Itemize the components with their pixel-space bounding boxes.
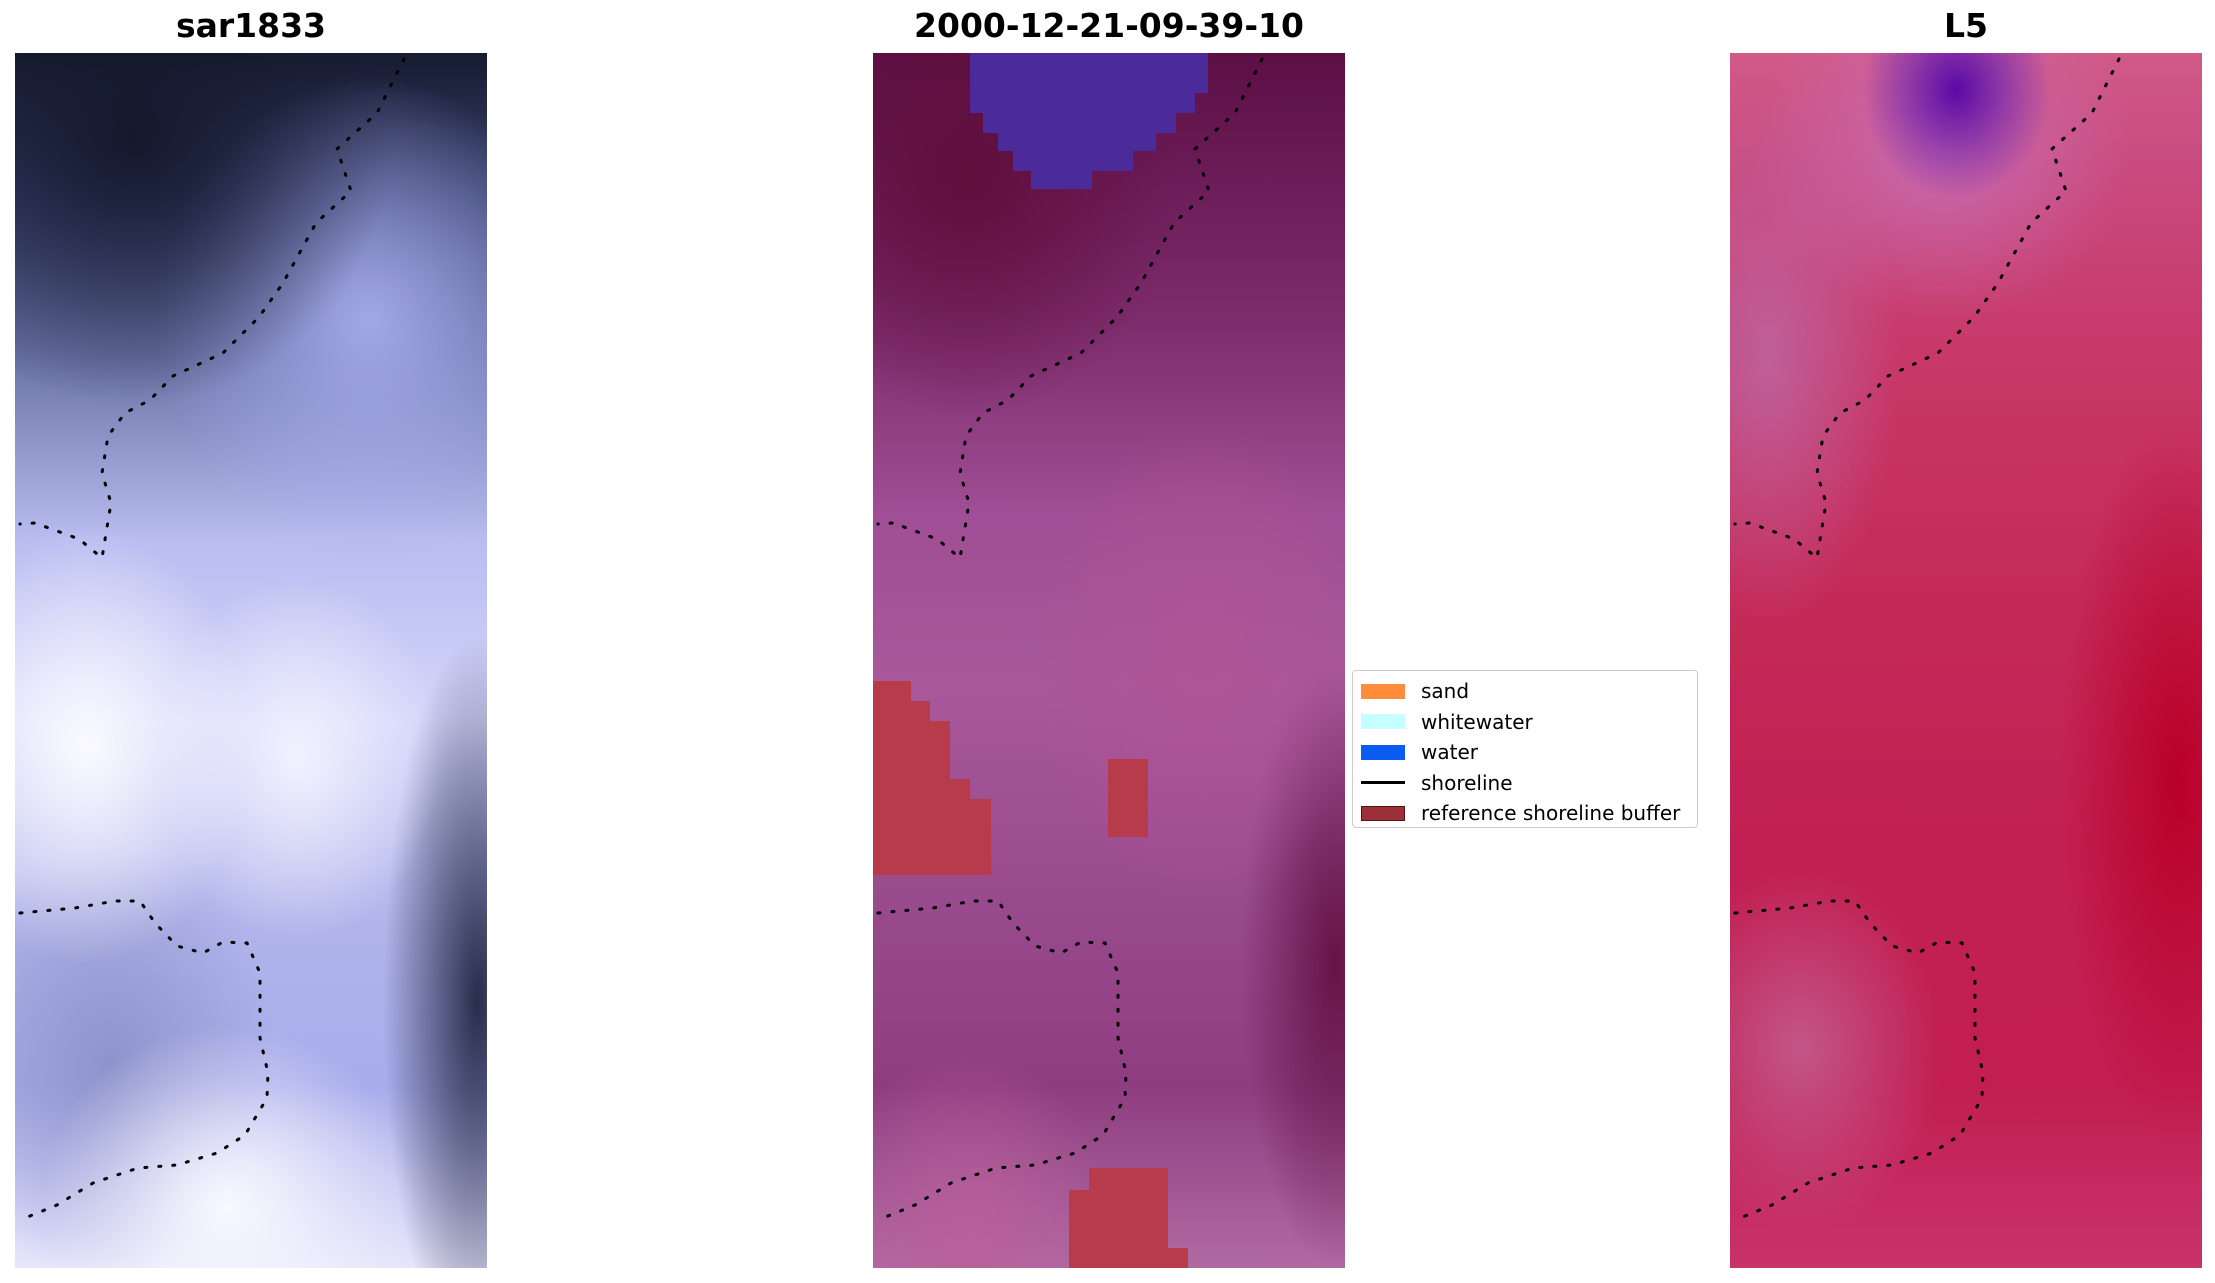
legend-item-sand: sand [1361, 676, 1689, 707]
legend-item-whitewater: whitewater [1361, 707, 1689, 738]
panel-title-date: 2000-12-21-09-39-10 [914, 6, 1304, 45]
legend-swatch-sand [1361, 683, 1405, 699]
buffer-region-left [873, 681, 991, 875]
buffer-region-mid [1108, 759, 1148, 837]
panel-title-sar: sar1833 [175, 6, 327, 45]
legend-swatch-whitewater [1361, 714, 1405, 730]
legend-line-shoreline [1361, 781, 1405, 785]
l5-image [1730, 53, 2202, 1268]
legend-item-water: water [1361, 737, 1689, 768]
legend-item-shoreline: shoreline [1361, 768, 1689, 799]
class-purple-region [970, 53, 1208, 189]
classification-overlay [873, 53, 1264, 1268]
legend-label: shoreline [1421, 770, 1513, 795]
legend-swatch-buffer [1361, 805, 1405, 821]
classification-panel [873, 53, 1345, 1268]
legend-label: water [1421, 740, 1478, 765]
legend-label: whitewater [1421, 709, 1533, 734]
legend-label: reference shoreline buffer [1421, 801, 1681, 826]
legend-label: sand [1421, 679, 1470, 704]
sar-image [15, 53, 487, 1268]
legend-item-buffer: reference shoreline buffer [1361, 798, 1689, 829]
classification-image [873, 53, 1345, 1268]
sar-shoreline-overlay [18, 57, 406, 1220]
l5-image-panel [1730, 53, 2202, 1268]
l5-shoreline-overlay [1733, 57, 2121, 1220]
legend-swatch-water [1361, 744, 1405, 760]
legend: sand whitewater water shoreline referenc… [1352, 670, 1698, 828]
panel-title-sensor: L5 [1944, 6, 1988, 45]
sar-image-panel [15, 53, 487, 1268]
